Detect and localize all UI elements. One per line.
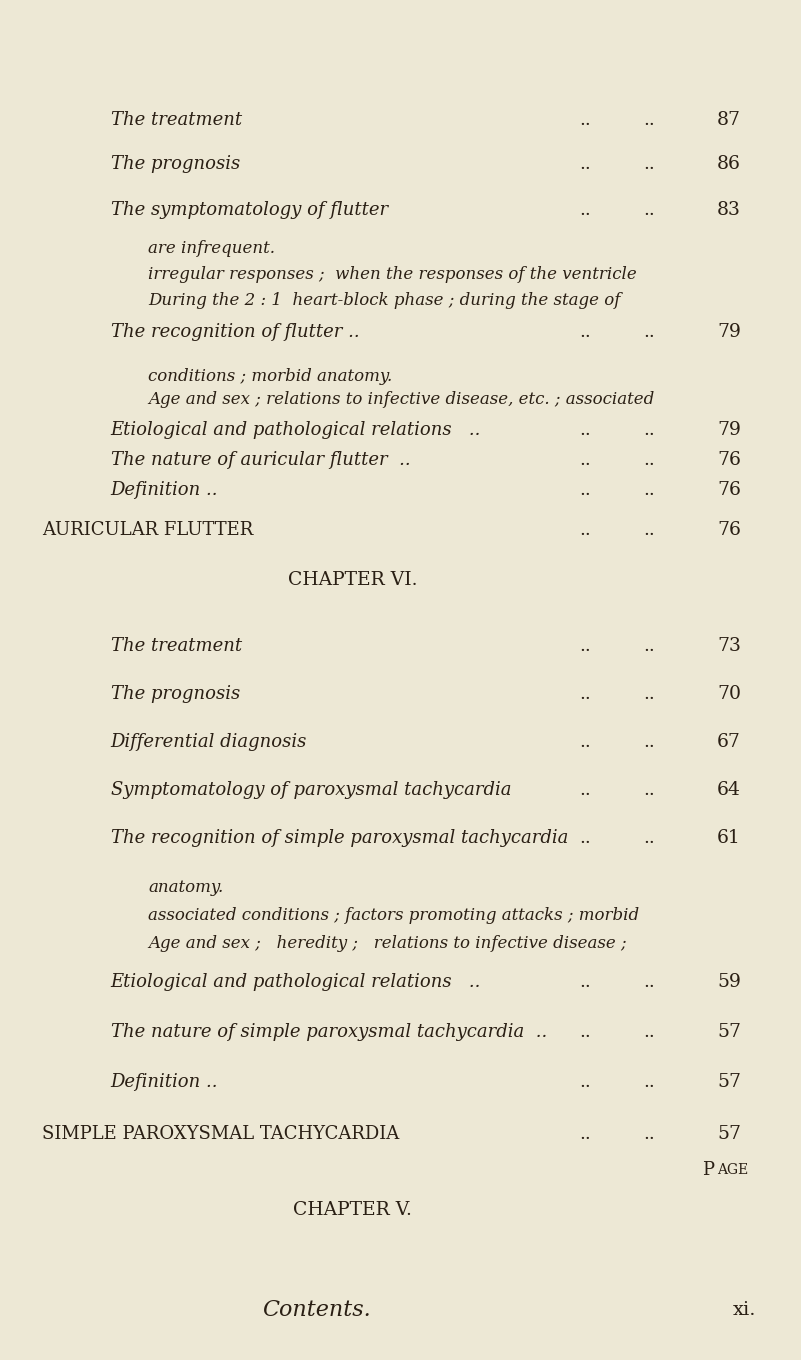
Text: 76: 76 bbox=[717, 481, 741, 499]
Text: 70: 70 bbox=[717, 685, 741, 703]
Text: ..: .. bbox=[579, 685, 590, 703]
Text: associated conditions ; factors promoting attacks ; morbid: associated conditions ; factors promotin… bbox=[148, 907, 639, 925]
Text: ..: .. bbox=[643, 1073, 654, 1091]
Text: The prognosis: The prognosis bbox=[111, 155, 239, 173]
Text: Symptomatology of paroxysmal tachycardia: Symptomatology of paroxysmal tachycardia bbox=[111, 781, 511, 800]
Text: Etiological and pathological relations   ..: Etiological and pathological relations .… bbox=[111, 422, 481, 439]
Text: Age and sex ; relations to infective disease, etc. ; associated: Age and sex ; relations to infective dis… bbox=[148, 392, 654, 408]
Text: CHAPTER VI.: CHAPTER VI. bbox=[288, 571, 417, 589]
Text: ..: .. bbox=[579, 830, 590, 847]
Text: are infrequent.: are infrequent. bbox=[148, 239, 276, 257]
Text: ..: .. bbox=[643, 322, 654, 341]
Text: 79: 79 bbox=[717, 322, 741, 341]
Text: Differential diagnosis: Differential diagnosis bbox=[111, 733, 307, 751]
Text: 64: 64 bbox=[717, 781, 741, 800]
Text: SIMPLE PAROXYSMAL TACHYCARDIA: SIMPLE PAROXYSMAL TACHYCARDIA bbox=[42, 1125, 399, 1142]
Text: ..: .. bbox=[643, 112, 654, 129]
Text: ..: .. bbox=[643, 733, 654, 751]
Text: ..: .. bbox=[579, 201, 590, 219]
Text: The nature of auricular flutter  ..: The nature of auricular flutter .. bbox=[111, 452, 410, 469]
Text: ..: .. bbox=[643, 481, 654, 499]
Text: ..: .. bbox=[579, 781, 590, 800]
Text: ..: .. bbox=[579, 1125, 590, 1142]
Text: The symptomatology of flutter: The symptomatology of flutter bbox=[111, 201, 388, 219]
Text: The treatment: The treatment bbox=[111, 112, 242, 129]
Text: AURICULAR FLUTTER: AURICULAR FLUTTER bbox=[42, 521, 253, 539]
Text: ..: .. bbox=[643, 636, 654, 656]
Text: Contents.: Contents. bbox=[262, 1299, 371, 1321]
Text: The recognition of flutter ..: The recognition of flutter .. bbox=[111, 322, 359, 341]
Text: ..: .. bbox=[579, 972, 590, 991]
Text: xi.: xi. bbox=[733, 1302, 757, 1319]
Text: ..: .. bbox=[643, 1023, 654, 1040]
Text: ..: .. bbox=[643, 1125, 654, 1142]
Text: ..: .. bbox=[643, 521, 654, 539]
Text: 61: 61 bbox=[717, 830, 741, 847]
Text: 73: 73 bbox=[717, 636, 741, 656]
Text: conditions ; morbid anatomy.: conditions ; morbid anatomy. bbox=[148, 367, 392, 385]
Text: ..: .. bbox=[643, 155, 654, 173]
Text: 87: 87 bbox=[717, 112, 741, 129]
Text: Etiological and pathological relations   ..: Etiological and pathological relations .… bbox=[111, 972, 481, 991]
Text: ..: .. bbox=[643, 422, 654, 439]
Text: The nature of simple paroxysmal tachycardia  ..: The nature of simple paroxysmal tachycar… bbox=[111, 1023, 547, 1040]
Text: ..: .. bbox=[579, 322, 590, 341]
Text: irregular responses ;  when the responses of the ventricle: irregular responses ; when the responses… bbox=[148, 265, 637, 283]
Text: The recognition of simple paroxysmal tachycardia: The recognition of simple paroxysmal tac… bbox=[111, 830, 568, 847]
Text: 57: 57 bbox=[717, 1073, 741, 1091]
Text: ..: .. bbox=[579, 422, 590, 439]
Text: ..: .. bbox=[579, 1023, 590, 1040]
Text: The treatment: The treatment bbox=[111, 636, 242, 656]
Text: ..: .. bbox=[643, 452, 654, 469]
Text: During the 2 : 1  heart-block phase ; during the stage of: During the 2 : 1 heart-block phase ; dur… bbox=[148, 291, 621, 309]
Text: Definition ..: Definition .. bbox=[111, 481, 218, 499]
Text: P: P bbox=[702, 1161, 714, 1179]
Text: 57: 57 bbox=[717, 1023, 741, 1040]
Text: ..: .. bbox=[643, 972, 654, 991]
Text: ..: .. bbox=[579, 112, 590, 129]
Text: ..: .. bbox=[643, 830, 654, 847]
Text: ..: .. bbox=[643, 685, 654, 703]
Text: ..: .. bbox=[643, 201, 654, 219]
Text: ..: .. bbox=[579, 452, 590, 469]
Text: Definition ..: Definition .. bbox=[111, 1073, 218, 1091]
Text: AGE: AGE bbox=[717, 1163, 748, 1176]
Text: ..: .. bbox=[579, 521, 590, 539]
Text: 76: 76 bbox=[717, 452, 741, 469]
Text: CHAPTER V.: CHAPTER V. bbox=[293, 1201, 412, 1219]
Text: 57: 57 bbox=[717, 1125, 741, 1142]
Text: ..: .. bbox=[579, 155, 590, 173]
Text: 86: 86 bbox=[717, 155, 741, 173]
Text: 83: 83 bbox=[717, 201, 741, 219]
Text: ..: .. bbox=[643, 781, 654, 800]
Text: 79: 79 bbox=[717, 422, 741, 439]
Text: ..: .. bbox=[579, 733, 590, 751]
Text: ..: .. bbox=[579, 481, 590, 499]
Text: ..: .. bbox=[579, 636, 590, 656]
Text: ..: .. bbox=[579, 1073, 590, 1091]
Text: 67: 67 bbox=[717, 733, 741, 751]
Text: anatomy.: anatomy. bbox=[148, 880, 223, 896]
Text: 59: 59 bbox=[717, 972, 741, 991]
Text: 76: 76 bbox=[717, 521, 741, 539]
Text: The prognosis: The prognosis bbox=[111, 685, 239, 703]
Text: Age and sex ;   heredity ;   relations to infective disease ;: Age and sex ; heredity ; relations to in… bbox=[148, 936, 627, 952]
